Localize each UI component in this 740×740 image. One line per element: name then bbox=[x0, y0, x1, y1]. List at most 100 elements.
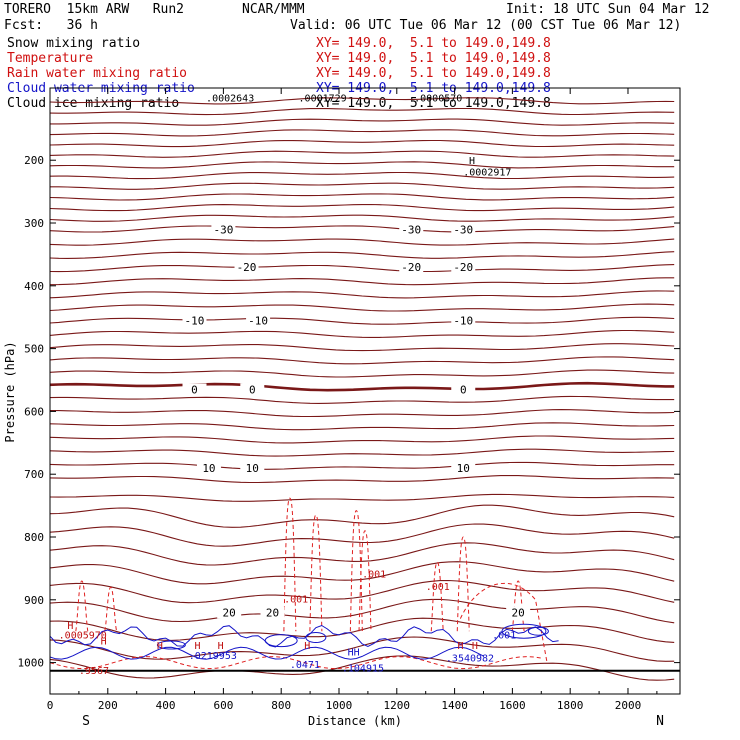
chart-annotation: H bbox=[157, 641, 163, 652]
y-axis-label: Pressure (hPa) bbox=[3, 341, 17, 442]
isotherm-line bbox=[49, 655, 675, 681]
isotherm-label-bg bbox=[196, 461, 221, 474]
y-tick-label: 400 bbox=[24, 280, 44, 293]
chart-annotation: .001 bbox=[426, 582, 450, 593]
isotherm-label: 20 bbox=[266, 606, 279, 619]
chart-annotation: .104915 bbox=[342, 664, 384, 675]
x-tick-label: 600 bbox=[213, 699, 233, 712]
rain-contour bbox=[75, 580, 89, 632]
isotherm-line bbox=[49, 161, 675, 169]
isotherm-line bbox=[49, 561, 675, 585]
chart-annotation: .0471 bbox=[290, 660, 320, 671]
rain-contour bbox=[349, 510, 363, 632]
chart-annotation: .3540982 bbox=[446, 654, 494, 665]
north-label: N bbox=[656, 714, 664, 729]
x-tick-label: 800 bbox=[271, 699, 291, 712]
isotherm-label-bg bbox=[240, 461, 265, 474]
y-tick-label: 900 bbox=[24, 594, 44, 607]
legend-snow-xy: XY= 149.0, 5.1 to 149.0,149.8 bbox=[316, 36, 551, 51]
isotherm-label: -30 bbox=[453, 223, 473, 236]
isotherm-label-bg bbox=[217, 606, 242, 619]
isotherm-label: -20 bbox=[237, 261, 257, 274]
isotherm-line bbox=[49, 107, 675, 116]
x-tick-label: 1200 bbox=[384, 699, 411, 712]
isotherm-line bbox=[49, 636, 675, 662]
y-tick-label: 300 bbox=[24, 217, 44, 230]
isotherm-line bbox=[49, 369, 675, 378]
isotherm-label-bg bbox=[451, 260, 476, 273]
isotherm-label-bg bbox=[260, 606, 285, 619]
cloud-water-contour bbox=[49, 646, 484, 660]
isotherm-line bbox=[49, 290, 675, 299]
x-tick-label: 1800 bbox=[557, 699, 584, 712]
isotherm-label: -20 bbox=[453, 261, 473, 274]
cloud-water-cell bbox=[156, 640, 186, 650]
isotherm-label-bg bbox=[182, 383, 207, 396]
isotherm-label-bg bbox=[234, 260, 259, 273]
isotherm-label-bg bbox=[246, 314, 271, 327]
isotherm-line bbox=[49, 381, 675, 392]
legend-cloud-ice: Cloud ice mixing ratio bbox=[7, 96, 180, 111]
isotherm-line bbox=[49, 97, 675, 105]
legend-temperature-xy: XY= 149.0, 5.1 to 149.0,149.8 bbox=[316, 51, 551, 66]
chart-annotation: .0005970 bbox=[59, 630, 107, 641]
chart-marks: 0 200 400 600 800 1000 1200 1400 1600 1800 2000200… bbox=[18, 88, 680, 712]
isotherm-label: 0 bbox=[249, 383, 256, 396]
isotherm-line bbox=[49, 150, 675, 158]
chart-annotation: H bbox=[457, 641, 463, 652]
isotherm-label: 20 bbox=[512, 606, 525, 619]
isotherm-line bbox=[50, 118, 675, 126]
isotherm-label: -10 bbox=[185, 314, 205, 327]
isotherm-line bbox=[49, 343, 675, 352]
legend-cloud-ice-xy: XY= 149.0, 5.1 to 149.0,149.8 bbox=[316, 96, 551, 111]
rain-contour bbox=[283, 497, 297, 632]
legend-rain-xy: XY= 149.0, 5.1 to 149.0,149.8 bbox=[316, 66, 551, 81]
isotherm-label: -10 bbox=[248, 314, 268, 327]
isotherm-label-bg bbox=[451, 383, 476, 396]
y-tick-label: 700 bbox=[24, 468, 44, 481]
isotherm-line bbox=[50, 409, 675, 418]
chart-annotation: .9567 bbox=[79, 666, 109, 677]
isotherm-line bbox=[49, 493, 675, 502]
cloud-water-cell bbox=[264, 634, 298, 648]
x-tick-label: 1600 bbox=[499, 699, 526, 712]
isotherm-line bbox=[49, 542, 675, 566]
isotherm-line bbox=[49, 139, 675, 148]
chart-annotation: H bbox=[67, 621, 73, 632]
rain-contour bbox=[358, 530, 372, 632]
isotherm-label-bg bbox=[506, 606, 531, 619]
y-tick-label: 200 bbox=[24, 154, 44, 167]
isotherm-label: -30 bbox=[401, 223, 421, 236]
chart-annotation: .001 bbox=[284, 595, 308, 606]
isotherm-line bbox=[49, 214, 675, 222]
isotherm-label: 10 bbox=[457, 462, 470, 475]
isotherm-label: 10 bbox=[202, 462, 215, 475]
south-label: S bbox=[82, 714, 90, 729]
y-tick-label: 600 bbox=[24, 405, 44, 418]
y-tick-label: 1000 bbox=[18, 657, 45, 670]
x-tick-label: 1400 bbox=[441, 699, 468, 712]
isotherm-label-bg bbox=[240, 383, 265, 396]
isotherm-label-bg bbox=[451, 461, 476, 474]
rain-contour bbox=[459, 582, 548, 663]
legend-temperature: Temperature bbox=[7, 51, 94, 66]
isotherm-label-bg bbox=[182, 314, 207, 327]
cloud-water-cell bbox=[305, 631, 327, 643]
rain-contour bbox=[456, 536, 470, 632]
isotherm-line bbox=[49, 422, 675, 431]
isotherm-line bbox=[49, 523, 675, 547]
rain-contour bbox=[430, 561, 444, 632]
chart-annotation: .0002643 bbox=[206, 93, 254, 104]
y-tick-label: 500 bbox=[24, 343, 44, 356]
hydrometeor-contours bbox=[49, 497, 559, 670]
x-tick-label: 2000 bbox=[615, 699, 642, 712]
plot-frame bbox=[49, 87, 681, 695]
isotherm-label: 20 bbox=[223, 606, 236, 619]
forecast-hour: Fcst: 36 h bbox=[4, 18, 98, 33]
chart-annotation: .001 bbox=[492, 630, 516, 641]
cloud-water-cell bbox=[527, 626, 549, 636]
chart-annotation: H bbox=[218, 641, 224, 652]
isotherm-label: 0 bbox=[191, 383, 198, 396]
isotherm-label: -30 bbox=[213, 223, 233, 236]
isotherm-line bbox=[49, 238, 675, 246]
